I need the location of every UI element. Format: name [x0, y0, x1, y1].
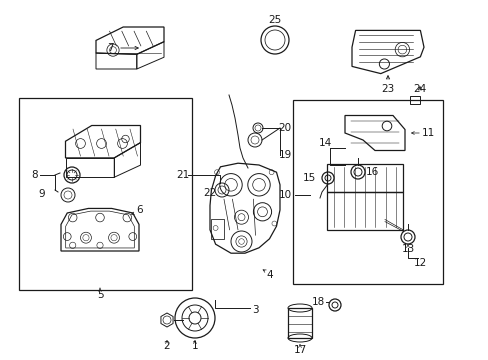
Text: 21: 21	[176, 170, 189, 180]
Text: 2: 2	[163, 341, 170, 351]
Text: 5: 5	[97, 290, 103, 300]
Bar	[292, 100, 442, 284]
Bar	[19, 98, 192, 290]
Text: 20: 20	[278, 123, 291, 133]
Text: 22: 22	[203, 188, 216, 198]
Text: 11: 11	[421, 128, 434, 138]
Text: 23: 23	[381, 84, 394, 94]
Text: 17: 17	[293, 345, 306, 355]
Text: 10: 10	[278, 190, 291, 200]
Text: 24: 24	[412, 84, 426, 94]
Text: 13: 13	[401, 244, 414, 254]
Text: 18: 18	[311, 297, 324, 307]
Text: 4: 4	[266, 270, 273, 280]
Text: 14: 14	[318, 138, 331, 148]
Text: 7: 7	[106, 43, 113, 53]
Text: 6: 6	[137, 205, 143, 215]
Text: 19: 19	[278, 150, 291, 160]
Bar	[287, 308, 311, 338]
Text: 8: 8	[32, 170, 38, 180]
Text: 16: 16	[365, 167, 378, 177]
Text: 1: 1	[191, 341, 198, 351]
Text: 9: 9	[39, 189, 45, 199]
Text: 25: 25	[268, 15, 281, 25]
Text: 15: 15	[302, 173, 315, 183]
Text: 3: 3	[251, 305, 258, 315]
Text: 12: 12	[412, 258, 426, 268]
